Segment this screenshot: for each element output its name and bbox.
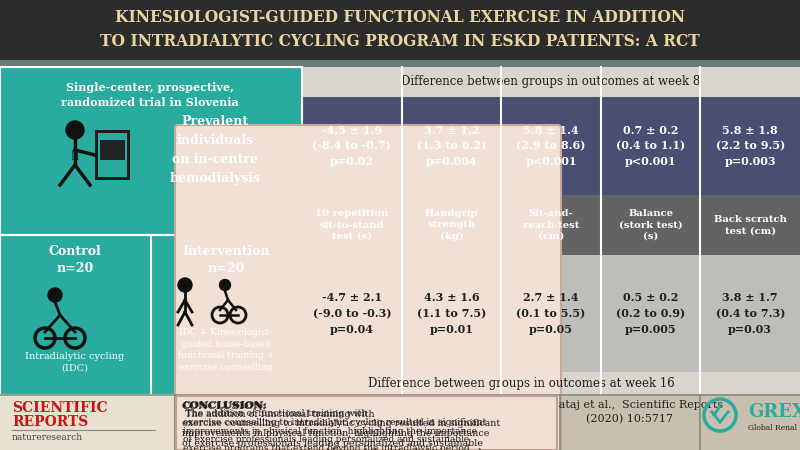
Bar xyxy=(0,395,800,450)
Text: of exercise professionals leading personalized and sustainable: of exercise professionals leading person… xyxy=(182,438,483,447)
Text: 3.7 ± 1.2
(1.3 to 6.2)
p=0.004: 3.7 ± 1.2 (1.3 to 6.2) p=0.004 xyxy=(417,125,486,167)
Bar xyxy=(0,67,302,235)
Bar xyxy=(302,97,800,195)
Text: Difference between groups in outcomes at week 8: Difference between groups in outcomes at… xyxy=(402,76,701,89)
FancyBboxPatch shape xyxy=(176,396,557,450)
Text: Balance
(stork test)
(s): Balance (stork test) (s) xyxy=(618,209,682,241)
Bar xyxy=(0,235,302,395)
Bar xyxy=(95,130,130,180)
Bar xyxy=(302,67,800,97)
Text: 3.8 ± 1.7
(0.4 to 7.3)
p=0.03: 3.8 ± 1.7 (0.4 to 7.3) p=0.03 xyxy=(715,292,785,335)
Text: 🫀: 🫀 xyxy=(72,150,78,160)
Text: improvements in physical function, highlighting the importance: improvements in physical function, highl… xyxy=(183,427,477,436)
Text: Intervention
n=20: Intervention n=20 xyxy=(182,245,270,275)
Text: IDC + Kinesiologist-
guided home-based
functional training +
exercise counsellin: IDC + Kinesiologist- guided home-based f… xyxy=(178,328,274,372)
Text: Global Renal Exercise: Global Renal Exercise xyxy=(748,424,800,432)
Text: CONCLUSION:: CONCLUSION: xyxy=(182,402,267,411)
Text: -4.5 ± 1.9
(-8.4 to -0.7)
p=0.02: -4.5 ± 1.9 (-8.4 to -0.7) p=0.02 xyxy=(313,125,391,167)
Bar xyxy=(302,95,800,395)
Bar xyxy=(0,0,800,60)
Text: The addition of functional training with: The addition of functional training with xyxy=(182,410,374,419)
Bar xyxy=(175,395,560,450)
Text: of exercise professionals leading personalized and sustainable: of exercise professionals leading person… xyxy=(183,436,469,445)
Text: -4.7 ± 2.1
(-9.0 to -0.3)
p=0.04: -4.7 ± 2.1 (-9.0 to -0.3) p=0.04 xyxy=(313,292,391,335)
Text: 5.8 ± 1.4
(2.9 to 8.6)
p<0.001: 5.8 ± 1.4 (2.9 to 8.6) p<0.001 xyxy=(516,125,586,167)
Text: KINESIOLOGIST-GUIDED FUNCTIONAL EXERCISE IN ADDITION: KINESIOLOGIST-GUIDED FUNCTIONAL EXERCISE… xyxy=(115,9,685,27)
Circle shape xyxy=(219,279,230,291)
Bar xyxy=(0,67,302,235)
Text: exercise programs that extend beyond the intradialytic period.: exercise programs that extend beyond the… xyxy=(182,448,485,450)
Circle shape xyxy=(178,278,192,292)
Text: Handgrip
strength
(kg): Handgrip strength (kg) xyxy=(425,209,478,241)
Bar xyxy=(302,195,800,255)
Text: 0.5 ± 0.2
(0.2 to 0.9)
p=0.005: 0.5 ± 0.2 (0.2 to 0.9) p=0.005 xyxy=(616,292,685,335)
Circle shape xyxy=(66,121,84,139)
Text: exercise counselling to intradialytic cycling resulted in significant: exercise counselling to intradialytic cy… xyxy=(183,418,486,427)
Bar xyxy=(0,60,800,67)
Text: GREX: GREX xyxy=(748,403,800,421)
Text: Single-center, prospective,
randomized trial in Slovenia: Single-center, prospective, randomized t… xyxy=(61,82,239,108)
Bar xyxy=(100,140,125,160)
Bar xyxy=(98,133,127,177)
Bar xyxy=(0,395,175,450)
Text: Bogataj et al.,  Scientific Reports
(2020) 10:5717: Bogataj et al., Scientific Reports (2020… xyxy=(537,400,723,424)
Text: 10 repetition
sit-to-stand
test (s): 10 repetition sit-to-stand test (s) xyxy=(315,209,389,241)
Text: 5.8 ± 1.8
(2.2 to 9.5)
p=0.003: 5.8 ± 1.8 (2.2 to 9.5) p=0.003 xyxy=(715,125,785,167)
Circle shape xyxy=(48,288,62,302)
Text: exercise programs that extend beyond the intradialytic period.: exercise programs that extend beyond the… xyxy=(183,444,473,450)
Bar xyxy=(302,372,800,395)
Text: 0.7 ± 0.2
(0.4 to 1.1)
p<0.001: 0.7 ± 0.2 (0.4 to 1.1) p<0.001 xyxy=(616,125,685,167)
Text: SCIENTIFIC: SCIENTIFIC xyxy=(12,401,108,415)
Text: Back scratch
test (cm): Back scratch test (cm) xyxy=(714,215,786,235)
Text: Prevalent
individuals
on in-centre
hemodialysis: Prevalent individuals on in-centre hemod… xyxy=(170,115,261,185)
Text: 2.7 ± 1.4
(0.1 to 5.5)
p=0.05: 2.7 ± 1.4 (0.1 to 5.5) p=0.05 xyxy=(516,292,586,335)
Text: CONCLUSION:: CONCLUSION: xyxy=(183,401,268,410)
Bar xyxy=(0,235,302,395)
Text: natureresearch: natureresearch xyxy=(12,433,83,442)
Text: exercise counselling to intradialytic cycling resulted in significant: exercise counselling to intradialytic cy… xyxy=(182,419,500,428)
FancyBboxPatch shape xyxy=(175,125,561,450)
Text: Intradialytic cycling
(IDC): Intradialytic cycling (IDC) xyxy=(26,351,125,373)
Text: Control
n=20: Control n=20 xyxy=(49,245,102,275)
Text: REPORTS: REPORTS xyxy=(12,415,88,429)
Text: TO INTRADIALYTIC CYCLING PROGRAM IN ESKD PATIENTS: A RCT: TO INTRADIALYTIC CYCLING PROGRAM IN ESKD… xyxy=(100,33,700,50)
Bar xyxy=(302,255,800,372)
Text: The addition of functional training with: The addition of functional training with xyxy=(183,409,367,418)
Text: Difference between groups in outcomes at week 16: Difference between groups in outcomes at… xyxy=(368,377,674,390)
Text: improvements in physical function, highlighting the importance: improvements in physical function, highl… xyxy=(182,429,490,438)
Text: 4.3 ± 1.6
(1.1 to 7.5)
p=0.01: 4.3 ± 1.6 (1.1 to 7.5) p=0.01 xyxy=(417,292,486,335)
Text: Sit-and-
reach test
(cm): Sit-and- reach test (cm) xyxy=(523,209,579,241)
